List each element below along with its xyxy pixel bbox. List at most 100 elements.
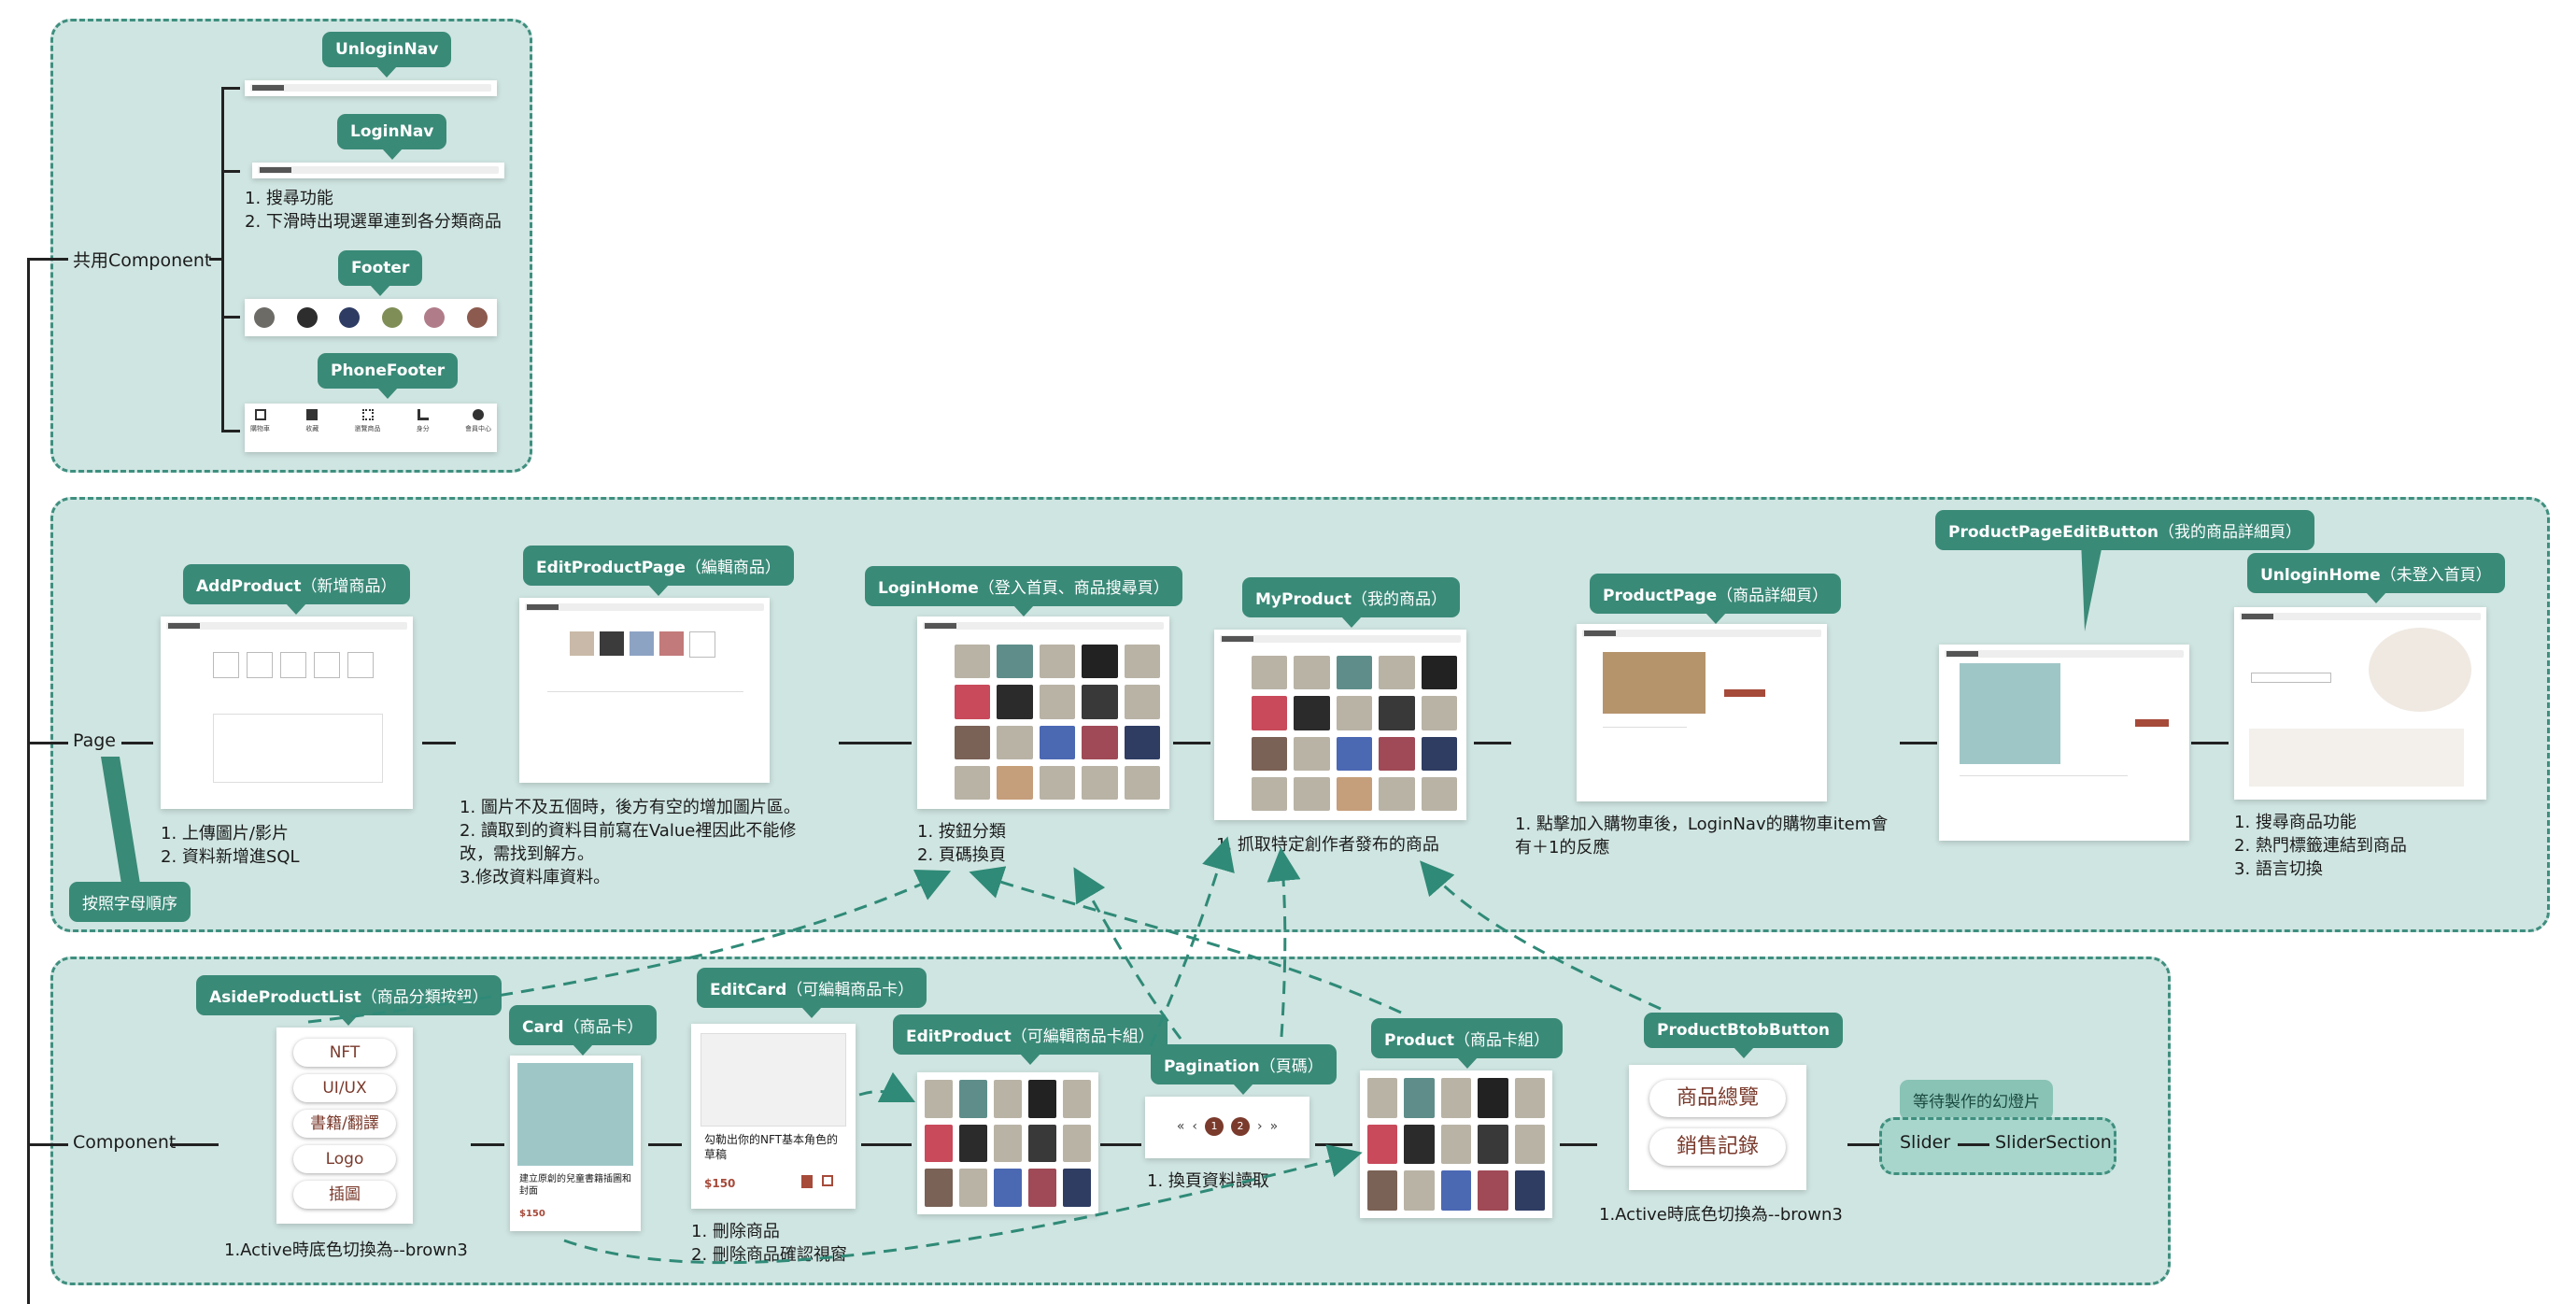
first-page-button[interactable]: « xyxy=(1176,1119,1185,1134)
phone-footer-item: 會員中心 xyxy=(465,409,491,433)
product-overview-button[interactable]: 商品總覽 xyxy=(1649,1080,1786,1117)
image-thumb xyxy=(600,631,624,656)
footer-screenshot xyxy=(245,299,497,336)
tag-unlogin-home: UnloginHome（未登入首頁） xyxy=(2247,553,2505,603)
slider-section-label: SliderSection xyxy=(1995,1132,2112,1153)
login-nav-screenshot xyxy=(252,163,504,178)
product-grid xyxy=(925,1080,1091,1207)
tag-product-btob-button: ProductBtobButton xyxy=(1644,1013,1844,1058)
prev-page-button[interactable]: ‹ xyxy=(1192,1119,1197,1134)
phone-footer-items: 購物車 收藏 瀏覽商品 身分 會員中心 xyxy=(250,409,491,433)
arrow-btob-to-productpage xyxy=(1420,860,1662,1011)
tag-add-product: AddProduct（新增商品） xyxy=(183,564,410,615)
branch-label-shared: 共用Component xyxy=(73,250,212,271)
slider-group xyxy=(1879,1117,2116,1175)
product-page-screenshot xyxy=(1577,624,1827,801)
shared-tick-3 xyxy=(221,316,240,319)
tag-edit-product: EditProduct（可編輯商品卡組） xyxy=(893,1014,1168,1065)
plus-icon xyxy=(314,652,340,678)
tag-sort-note: 按照字母順序 xyxy=(69,882,191,922)
trunk-line xyxy=(27,258,30,1304)
category-button-illustration[interactable]: 插圖 xyxy=(293,1181,396,1209)
plus-icon xyxy=(347,652,374,678)
arrow-product-to-loginhome xyxy=(969,866,1402,1014)
edit-card-notes: 1. 刪除商品 2. 刪除商品確認視窗 xyxy=(691,1222,847,1265)
card-price: $150 xyxy=(519,1209,545,1219)
product-grid xyxy=(1252,656,1457,811)
image-row xyxy=(570,631,715,658)
shared-bracket xyxy=(221,87,224,431)
comp-row-connector-8 xyxy=(1847,1143,1885,1146)
arrow-pagination-to-loginhome xyxy=(1073,867,1182,1040)
category-button-uiux[interactable]: UI/UX xyxy=(293,1074,396,1102)
next-page-button[interactable]: › xyxy=(1257,1119,1263,1134)
login-home-notes: 1. 按鈕分類 2. 頁碼換頁 xyxy=(917,822,1006,865)
page-1-button[interactable]: 1 xyxy=(1205,1117,1224,1136)
plus-icon xyxy=(280,652,306,678)
branch-label-page: Page xyxy=(73,730,116,751)
tag-unlogin-nav: UnloginNav xyxy=(322,32,452,78)
product-page-edit-button-screenshot xyxy=(1939,645,2189,841)
trash-icon[interactable] xyxy=(801,1175,813,1188)
card-title: 建立原創的兒童書籍插圖和封面 xyxy=(519,1174,631,1197)
sales-record-button[interactable]: 銷售記錄 xyxy=(1649,1128,1786,1166)
product-grid xyxy=(1367,1078,1545,1211)
slider-connector xyxy=(1958,1143,1989,1146)
category-button-books[interactable]: 書籍/翻譯 xyxy=(293,1110,396,1138)
pagination-notes: 1. 換頁資料讀取 xyxy=(1147,1171,1269,1191)
search-input xyxy=(2251,673,2331,683)
product-btob-button-component: 商品總覽 銷售記錄 xyxy=(1629,1065,1806,1190)
tag-card: Card（商品卡） xyxy=(509,1005,657,1056)
grid-icon xyxy=(361,409,374,420)
product-image xyxy=(1603,652,1706,714)
category-button-logo[interactable]: Logo xyxy=(293,1145,396,1173)
last-page-button[interactable]: » xyxy=(1269,1119,1279,1134)
switch-icon xyxy=(417,409,429,420)
edit-icon[interactable] xyxy=(822,1175,833,1186)
tag-footer: Footer xyxy=(338,250,423,296)
hero-illustration xyxy=(2249,729,2464,787)
user-icon xyxy=(473,409,484,420)
page-row-connector-1 xyxy=(121,742,153,744)
tag-edit-card: EditCard（可編輯商品卡） xyxy=(697,968,927,1018)
unlogin-home-screenshot xyxy=(2234,607,2486,800)
footer-avatars xyxy=(254,307,488,328)
avatar xyxy=(466,307,488,328)
page-2-button[interactable]: 2 xyxy=(1231,1117,1250,1136)
arrow-card-to-product xyxy=(563,1144,1363,1265)
card-component: 建立原創的兒童書籍插圖和封面 $150 xyxy=(510,1056,641,1231)
login-nav-notes: 1. 搜尋功能 2. 下滑時出現選單連到各分類商品 xyxy=(245,189,502,232)
form-fields xyxy=(547,691,743,767)
tag-product: Product（商品卡組） xyxy=(1371,1018,1563,1069)
shared-tick-2 xyxy=(221,170,240,173)
page-row-connector-3 xyxy=(839,742,912,744)
comp-row-connector-2 xyxy=(471,1143,504,1146)
login-home-screenshot xyxy=(917,617,1169,809)
product-image xyxy=(1960,663,2060,764)
image-thumb xyxy=(570,631,594,656)
aside-product-list-notes: 1.Active時底色切換為--brown3 xyxy=(224,1240,468,1260)
tag-phone-footer: PhoneFooter xyxy=(318,353,459,399)
product-page-notes: 1. 點擊加入購物車後，LoginNav的購物車item會 有＋1的反應 xyxy=(1515,815,1889,858)
comp-row-connector-7 xyxy=(1560,1143,1597,1146)
shared-tick-4 xyxy=(221,430,240,432)
tag-edit-product-page: EditProductPage（編輯商品） xyxy=(523,546,794,596)
tag-pagination: Pagination（頁碼） xyxy=(1151,1044,1337,1095)
phone-footer-screenshot: 購物車 收藏 瀏覽商品 身分 會員中心 xyxy=(245,404,497,452)
page-row-connector-7 xyxy=(2191,742,2229,744)
hero-illustration xyxy=(2369,628,2471,712)
product-description xyxy=(1603,727,1687,787)
product-component xyxy=(1360,1070,1552,1218)
cart-icon xyxy=(254,409,266,420)
category-button-nft[interactable]: NFT xyxy=(293,1039,396,1067)
trunk-to-shared xyxy=(27,258,68,261)
phone-footer-item: 購物車 xyxy=(250,409,270,433)
product-description xyxy=(1960,775,2128,829)
comp-row-connector-3 xyxy=(648,1143,682,1146)
add-product-notes: 1. 上傳圖片/影片 2. 資料新增進SQL xyxy=(161,824,300,867)
tag-my-product: MyProduct（我的商品） xyxy=(1242,577,1460,628)
add-to-cart-button xyxy=(1724,689,1765,697)
edit-product-page-notes: 1. 圖片不及五個時，後方有空的增加圖片區。 2. 讀取到的資料目前寫在Valu… xyxy=(460,798,800,887)
